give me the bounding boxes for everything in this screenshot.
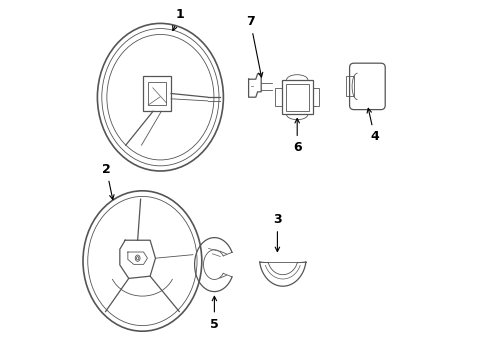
Bar [144, 76, 171, 111]
Bar [286, 84, 309, 111]
Bar [148, 82, 166, 105]
Bar [346, 76, 354, 96]
Bar [282, 80, 313, 114]
Text: 5: 5 [210, 296, 219, 330]
Text: 6: 6 [293, 118, 301, 154]
Text: 4: 4 [367, 108, 379, 143]
Text: 2: 2 [102, 163, 114, 199]
Bar [275, 88, 282, 106]
Text: 3: 3 [273, 213, 282, 252]
Text: 7: 7 [246, 15, 263, 77]
Bar [313, 88, 319, 106]
Text: 1: 1 [172, 8, 185, 31]
